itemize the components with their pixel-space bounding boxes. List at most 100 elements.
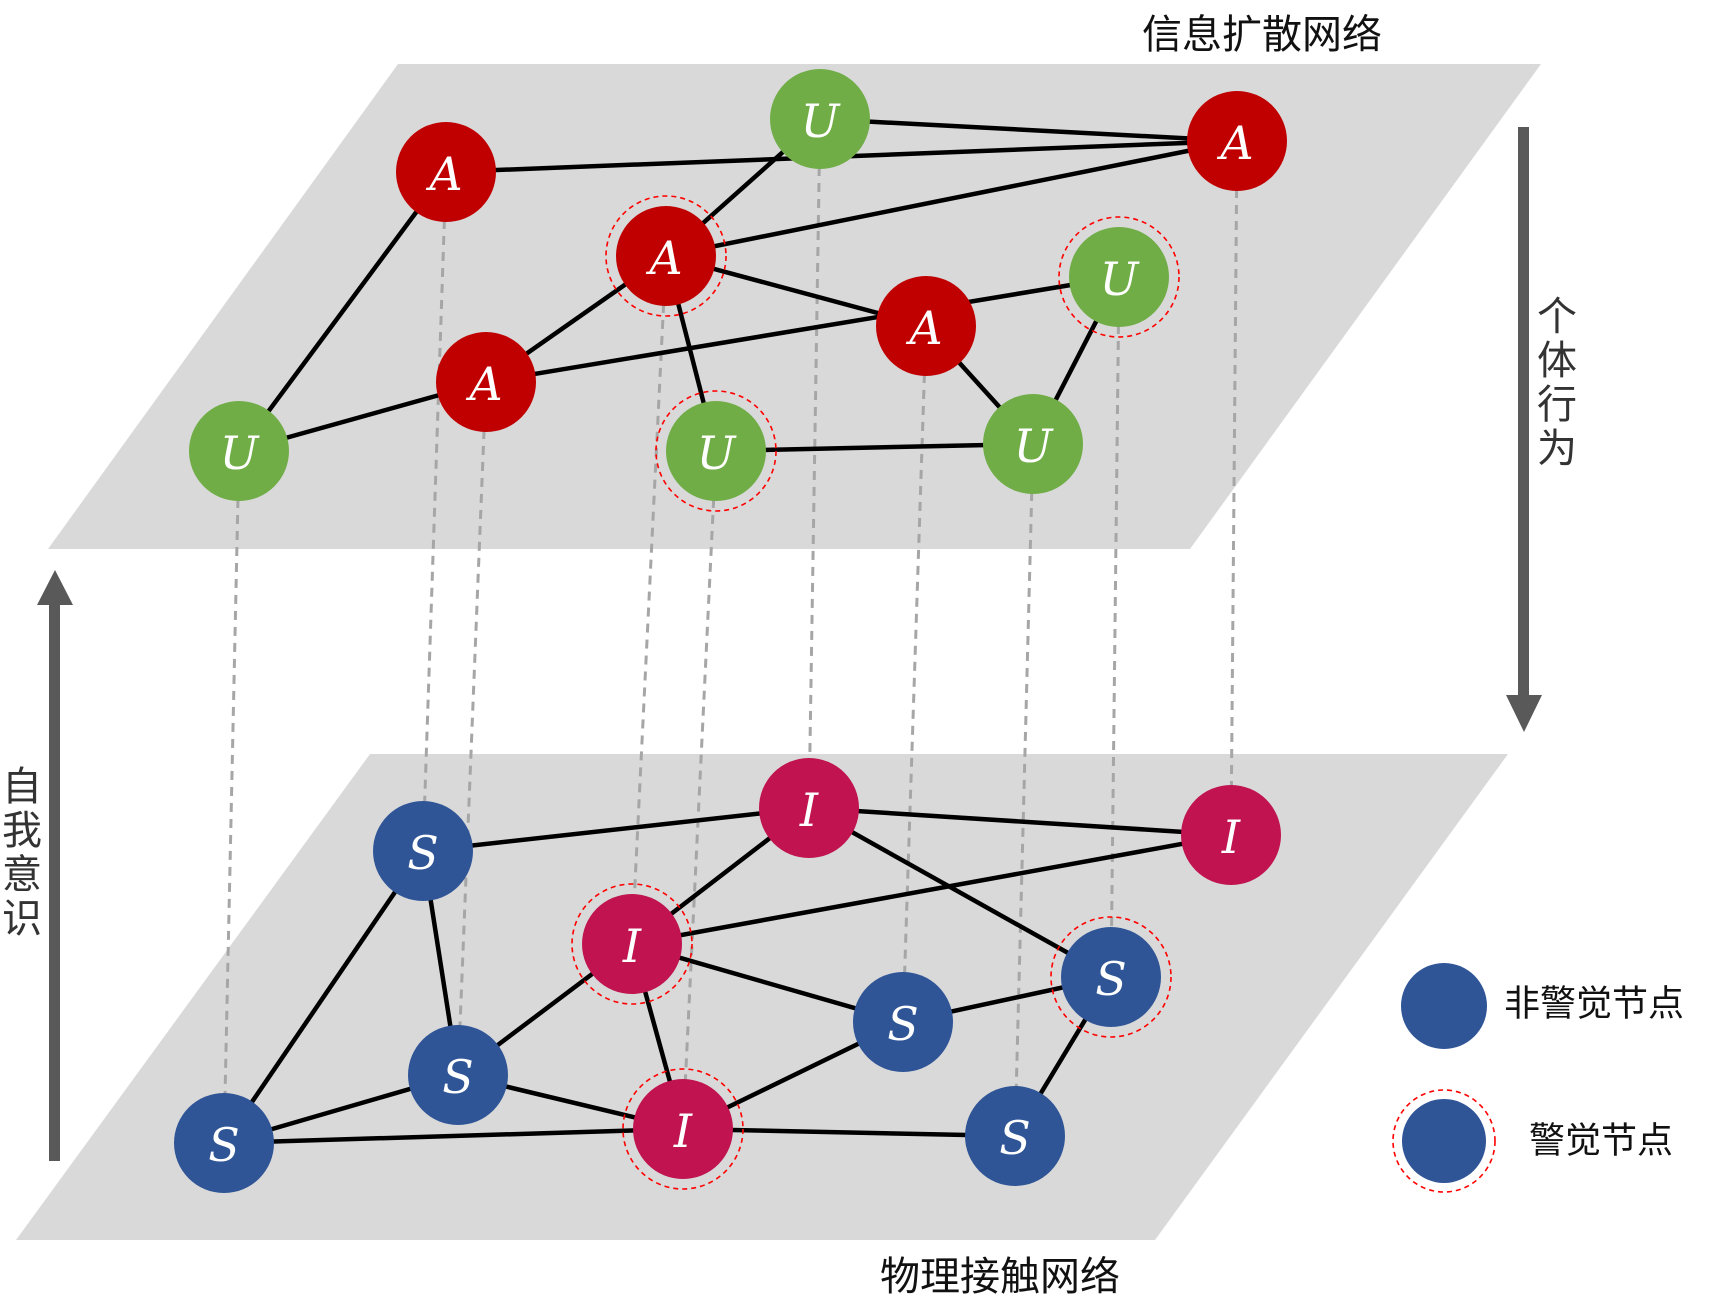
individual-behavior-arrow bbox=[1506, 127, 1542, 732]
interlayer-link bbox=[456, 381, 488, 1076]
information-edge bbox=[819, 116, 1238, 144]
individual-behavior-label: 个体行为 bbox=[1537, 294, 1577, 472]
physical-node: S bbox=[408, 1025, 508, 1125]
interlayer-link bbox=[681, 450, 718, 1130]
contact-edge bbox=[807, 806, 1113, 979]
information-node: A bbox=[876, 276, 976, 376]
interlayer-link bbox=[222, 450, 241, 1144]
node-label: S bbox=[442, 1050, 474, 1104]
physical-layer-title: 物理接触网络 bbox=[880, 1254, 1120, 1300]
node-label: S bbox=[208, 1118, 240, 1172]
physical-node: S bbox=[373, 801, 473, 901]
node-label: U bbox=[1100, 252, 1141, 306]
node-label: U bbox=[801, 94, 842, 148]
physical-node: S bbox=[174, 1093, 274, 1193]
information-node: U bbox=[189, 401, 289, 501]
node-label: S bbox=[1095, 952, 1127, 1006]
node-label: U bbox=[220, 426, 261, 480]
node-circle bbox=[582, 894, 682, 994]
node-label: U bbox=[697, 426, 738, 480]
contact-edge bbox=[422, 805, 810, 854]
legend-aware-swatch bbox=[1402, 1099, 1486, 1183]
information-node: A bbox=[605, 195, 727, 317]
aware-ring bbox=[622, 1068, 744, 1190]
interlayer-link bbox=[630, 255, 668, 945]
information-edge bbox=[485, 274, 1120, 385]
node-circle bbox=[965, 1086, 1065, 1186]
network-nodes: A U A A U A A U U U S I I I S S S S I S bbox=[174, 69, 1287, 1193]
node-circle bbox=[759, 758, 859, 858]
self-awareness-label: 自我意识 bbox=[2, 764, 42, 942]
node-circle bbox=[373, 801, 473, 901]
self-awareness-arrow bbox=[37, 570, 73, 1161]
interlayer-link bbox=[901, 325, 928, 1023]
information-node: U bbox=[983, 394, 1083, 494]
contact-edge bbox=[223, 1126, 684, 1146]
node-circle bbox=[876, 276, 976, 376]
aware-ring bbox=[605, 195, 727, 317]
interlayer-link bbox=[1013, 443, 1035, 1137]
node-label: S bbox=[999, 1111, 1031, 1165]
node-circle bbox=[853, 972, 953, 1072]
node-circle bbox=[983, 394, 1083, 494]
node-circle bbox=[616, 206, 716, 306]
node-circle bbox=[1187, 91, 1287, 191]
node-label: I bbox=[799, 783, 819, 837]
aware-ring bbox=[655, 390, 777, 512]
contact-edge bbox=[222, 849, 425, 1145]
physical-node: I bbox=[571, 883, 693, 1005]
node-circle bbox=[770, 69, 870, 169]
information-node: A bbox=[1187, 91, 1287, 191]
physical-node: I bbox=[622, 1068, 744, 1190]
physical-node: I bbox=[1181, 785, 1281, 885]
contact-edge bbox=[631, 832, 1232, 947]
aware-ring bbox=[1050, 916, 1172, 1038]
legend-unaware-swatch bbox=[1401, 963, 1487, 1049]
information-edge bbox=[665, 138, 1238, 259]
node-label: I bbox=[622, 919, 642, 973]
node-circle bbox=[633, 1079, 733, 1179]
information-node: U bbox=[1058, 216, 1180, 338]
legend-unaware-label: 非警觉节点 bbox=[1504, 984, 1684, 1025]
legend-aware-label: 警觉节点 bbox=[1529, 1121, 1673, 1162]
node-circle bbox=[189, 401, 289, 501]
information-edge bbox=[237, 170, 448, 453]
node-label: S bbox=[887, 997, 919, 1051]
information-layer-title: 信息扩散网络 bbox=[1142, 12, 1382, 58]
node-label: A bbox=[905, 301, 942, 355]
interlayer-links bbox=[222, 118, 1239, 1144]
node-label: A bbox=[645, 231, 682, 285]
node-circle bbox=[436, 332, 536, 432]
physical-node: I bbox=[759, 758, 859, 858]
contact-edge bbox=[808, 805, 1232, 838]
legend: 非警觉节点 警觉节点 bbox=[1392, 963, 1684, 1193]
information-edge bbox=[715, 441, 1034, 454]
aware-ring bbox=[1058, 216, 1180, 338]
node-label: U bbox=[1014, 419, 1055, 473]
physical-node: S bbox=[1050, 916, 1172, 1038]
interlayer-link bbox=[807, 118, 822, 809]
node-circle bbox=[666, 401, 766, 501]
information-node: U bbox=[655, 390, 777, 512]
node-label: A bbox=[425, 147, 462, 201]
node-label: I bbox=[1221, 810, 1241, 864]
information-node: U bbox=[770, 69, 870, 169]
interlayer-link bbox=[1109, 276, 1121, 978]
node-label: S bbox=[407, 826, 439, 880]
legend-aware-ring bbox=[1392, 1089, 1496, 1193]
physical-node: S bbox=[965, 1086, 1065, 1186]
node-circle bbox=[1181, 785, 1281, 885]
node-label: A bbox=[465, 357, 502, 411]
information-node: A bbox=[436, 332, 536, 432]
node-circle bbox=[1069, 227, 1169, 327]
aware-ring bbox=[571, 883, 693, 1005]
node-circle bbox=[408, 1025, 508, 1125]
information-node: A bbox=[396, 122, 496, 222]
interlayer-link bbox=[421, 171, 448, 852]
node-label: I bbox=[673, 1104, 693, 1158]
node-label: A bbox=[1216, 116, 1253, 170]
node-circle bbox=[1061, 927, 1161, 1027]
node-circle bbox=[396, 122, 496, 222]
contact-edge bbox=[682, 1126, 1016, 1139]
